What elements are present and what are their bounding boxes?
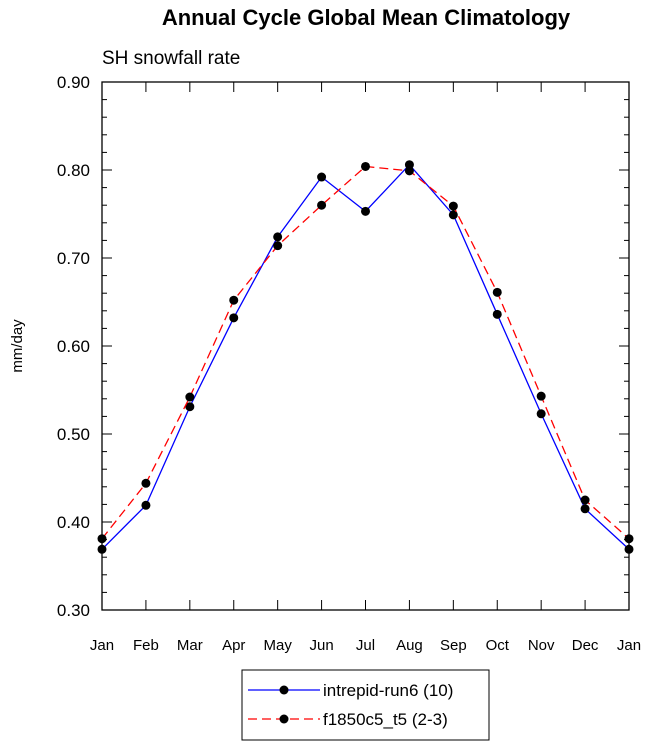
legend: intrepid-run6 (10) f1850c5_t5 (2-3) bbox=[241, 669, 490, 741]
data-point bbox=[317, 200, 327, 210]
x-tick-label: Apr bbox=[222, 637, 245, 654]
x-tick-label: Dec bbox=[572, 637, 599, 654]
data-point bbox=[492, 309, 502, 319]
legend-label: f1850c5_t5 (2-3) bbox=[323, 710, 448, 729]
x-tick-label: Jun bbox=[309, 637, 333, 654]
x-tick-label: Jul bbox=[356, 637, 375, 654]
x-tick-label: Nov bbox=[528, 637, 555, 654]
data-point bbox=[361, 206, 370, 216]
data-point bbox=[404, 160, 414, 170]
x-tick-label: Jan bbox=[617, 637, 641, 654]
data-point bbox=[317, 172, 327, 182]
data-point bbox=[580, 495, 590, 505]
series-line-1 bbox=[101, 165, 630, 540]
data-point bbox=[273, 241, 283, 251]
x-tick-label: Aug bbox=[396, 637, 423, 654]
x-tick-label: Feb bbox=[133, 637, 159, 654]
data-point bbox=[624, 534, 634, 544]
legend-marker bbox=[279, 685, 289, 695]
legend-box bbox=[241, 669, 490, 741]
y-tick-label: 0.60 bbox=[57, 337, 90, 356]
data-point bbox=[361, 161, 370, 171]
y-tick-label: 0.40 bbox=[57, 513, 90, 532]
x-tick-label: May bbox=[263, 637, 292, 654]
data-point bbox=[185, 392, 195, 402]
y-axis-label: mm/day bbox=[9, 319, 26, 373]
data-point bbox=[229, 313, 239, 323]
data-point bbox=[580, 504, 590, 514]
chart-title: Annual Cycle Global Mean Climatology bbox=[162, 5, 571, 30]
y-tick-label: 0.90 bbox=[57, 73, 90, 92]
data-point bbox=[185, 402, 195, 412]
data-point bbox=[624, 544, 634, 554]
y-tick-label: 0.70 bbox=[57, 249, 90, 268]
data-point bbox=[448, 210, 458, 220]
data-point bbox=[273, 232, 283, 242]
legend-marker bbox=[279, 714, 289, 724]
data-point bbox=[404, 166, 414, 176]
y-tick-label: 0.30 bbox=[57, 601, 90, 620]
data-point bbox=[97, 544, 107, 554]
data-point bbox=[448, 201, 458, 211]
data-point bbox=[492, 287, 502, 297]
y-tick-label: 0.50 bbox=[57, 425, 90, 444]
data-point bbox=[536, 409, 546, 419]
x-tick-label: Oct bbox=[486, 637, 510, 654]
series-line-0 bbox=[101, 163, 630, 550]
data-point bbox=[536, 391, 546, 401]
y-tick-label: 0.80 bbox=[57, 161, 90, 180]
legend-label: intrepid-run6 (10) bbox=[323, 681, 453, 700]
x-tick-label: Jan bbox=[90, 637, 114, 654]
plot-frame bbox=[101, 81, 630, 611]
data-point bbox=[141, 478, 151, 488]
x-tick-label: Mar bbox=[177, 637, 203, 654]
x-tick-label: Sep bbox=[440, 637, 467, 654]
data-point bbox=[229, 295, 239, 305]
data-point bbox=[141, 500, 151, 510]
data-point bbox=[97, 534, 107, 544]
chart-subtitle: SH snowfall rate bbox=[102, 48, 240, 69]
